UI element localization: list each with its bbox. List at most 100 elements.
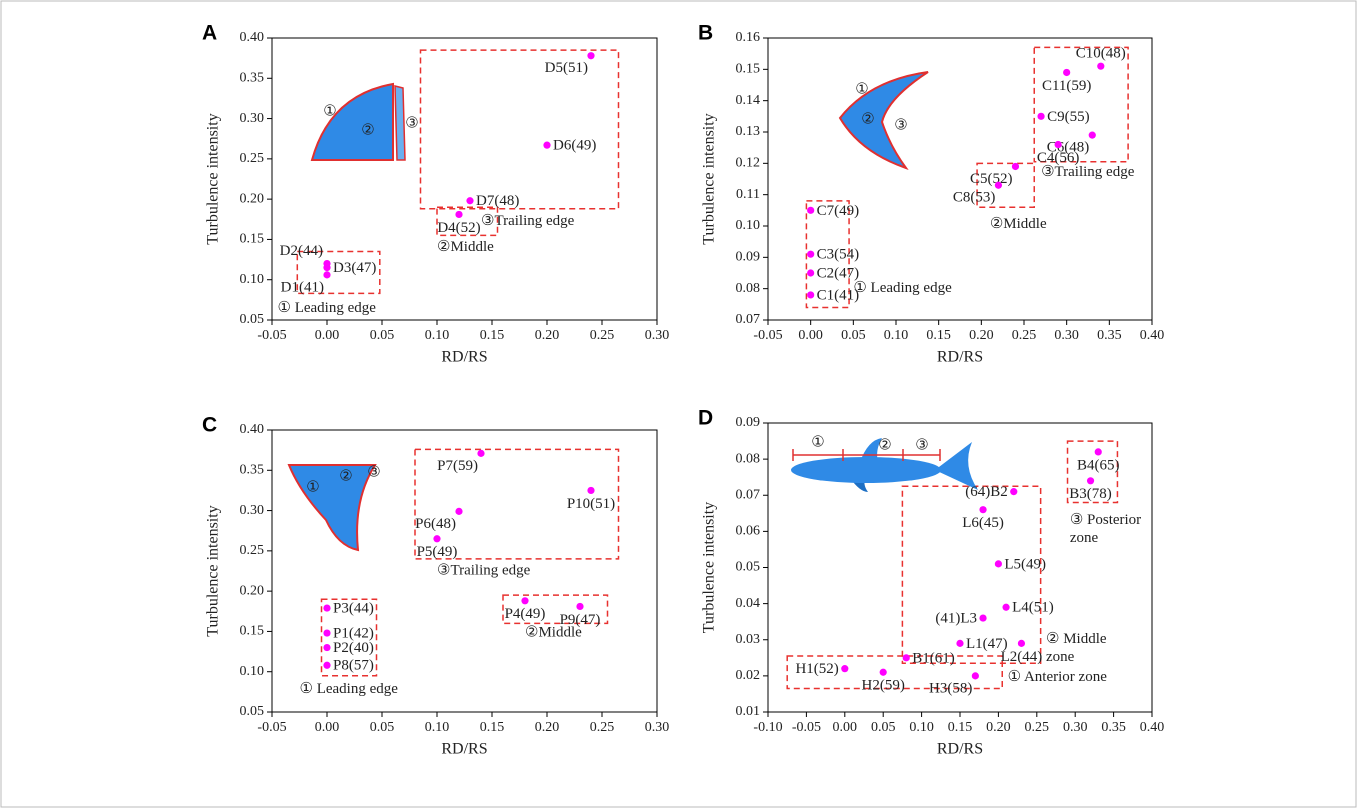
y-tick-label: 0.03 — [736, 632, 761, 647]
x-tick-label: 0.05 — [370, 328, 395, 343]
point-label: D1(41) — [281, 279, 324, 295]
point-label: L6(45) — [962, 515, 1004, 531]
point-label: C10(48) — [1076, 46, 1126, 62]
panel-letter: A — [202, 22, 217, 45]
x-tick-label: 0.15 — [480, 720, 505, 735]
y-tick-label: 0.08 — [736, 281, 761, 296]
x-tick-label: 0.15 — [948, 720, 973, 735]
y-tick-label: 0.12 — [736, 156, 761, 171]
point — [956, 639, 964, 647]
region-annotation: ① Leading edge — [278, 300, 377, 316]
y-tick-label: 0.02 — [736, 668, 761, 683]
point-label: D7(48) — [476, 193, 519, 209]
x-tick-label: 0.30 — [645, 328, 670, 343]
point — [587, 52, 595, 60]
point-label: (64)B2 — [965, 484, 1008, 500]
point-label: C11(59) — [1042, 78, 1091, 94]
y-axis-label: Turbulence intensity — [205, 113, 222, 244]
y-tick-label: 0.10 — [240, 664, 265, 679]
diagram-label: ① — [306, 479, 319, 495]
region-annotation: zone — [1046, 649, 1075, 665]
x-tick-label: -0.05 — [753, 328, 782, 343]
point — [323, 604, 331, 612]
point — [576, 602, 584, 611]
y-tick-label: 0.07 — [736, 487, 761, 502]
x-tick-label: 0.35 — [1097, 328, 1122, 343]
region-box — [1033, 46, 1129, 163]
point-label: L1(47) — [966, 636, 1008, 652]
point-label: C3(54) — [817, 247, 860, 263]
point-label: P4(49) — [505, 606, 546, 622]
x-tick-label: 0.00 — [798, 328, 823, 343]
point-label: H2(59) — [862, 678, 905, 694]
diagram-label: ③ — [915, 437, 928, 453]
y-tick-label: 0.09 — [736, 415, 761, 430]
region-annotation: ① Leading edge — [853, 280, 952, 296]
x-tick-label: 0.25 — [590, 328, 615, 343]
y-tick-label: 0.35 — [240, 463, 265, 478]
y-tick-label: 0.05 — [240, 312, 265, 327]
point — [1011, 162, 1020, 171]
y-axis-label: Turbulence intensity — [701, 502, 718, 633]
point-label: L5(49) — [1004, 556, 1046, 572]
region-box — [901, 485, 1042, 664]
point-label: P8(57) — [333, 658, 374, 674]
point-label: P1(42) — [333, 625, 374, 641]
point — [466, 197, 474, 205]
diagram-label: ② — [361, 122, 374, 138]
point — [323, 629, 331, 637]
point — [1097, 62, 1105, 70]
point — [841, 665, 849, 673]
x-tick-label: 0.05 — [871, 720, 896, 735]
region-annotation: ③Trailing edge — [481, 213, 575, 229]
x-tick-label: 0.25 — [590, 720, 615, 735]
x-tick-label: 0.20 — [535, 328, 560, 343]
point — [807, 291, 815, 299]
fin-illustration — [310, 82, 394, 161]
point-label: (41)L3 — [935, 611, 977, 627]
x-tick-label: -0.05 — [257, 328, 286, 343]
point — [323, 264, 331, 272]
region-box — [502, 594, 609, 625]
y-tick-label: 0.06 — [736, 524, 761, 539]
diagram-label: ③ — [894, 117, 907, 133]
region-annotation: ② Middle — [1046, 631, 1107, 647]
point — [1063, 68, 1071, 77]
point — [1054, 140, 1062, 149]
x-tick-label: 0.00 — [833, 720, 858, 735]
point-label: H3(58) — [929, 680, 972, 696]
point-label: H1(52) — [795, 661, 838, 677]
y-tick-label: 0.30 — [240, 111, 265, 126]
x-tick-label: 0.10 — [425, 328, 450, 343]
x-tick-label: -0.05 — [792, 720, 821, 735]
y-tick-label: 0.35 — [240, 71, 265, 86]
diagram-label: ② — [878, 437, 891, 453]
region-annotation: ③ Posterior — [1070, 512, 1141, 528]
point — [807, 250, 815, 258]
region-annotation: ③Trailing edge — [1041, 164, 1135, 180]
point — [323, 661, 331, 669]
y-tick-label: 0.08 — [736, 451, 761, 466]
x-tick-label: 0.20 — [986, 720, 1011, 735]
x-axis-label: RD/RS — [937, 741, 983, 758]
point — [521, 597, 529, 605]
point — [1010, 488, 1018, 496]
point-label: B1(61) — [912, 650, 955, 666]
x-tick-label: -0.10 — [753, 720, 782, 735]
point-label: C9(55) — [1047, 109, 1090, 125]
point — [587, 486, 595, 495]
diagram-label: ② — [861, 111, 874, 127]
x-tick-label: 0.10 — [884, 328, 909, 343]
plot-frame — [767, 37, 1153, 321]
x-tick-label: 0.20 — [969, 328, 994, 343]
y-tick-label: 0.10 — [240, 272, 265, 287]
x-tick-label: -0.05 — [257, 720, 286, 735]
point — [979, 614, 987, 622]
x-tick-label: 0.35 — [1101, 720, 1126, 735]
point — [455, 507, 463, 515]
region-box — [320, 598, 378, 677]
panel-letter: B — [698, 22, 713, 45]
diagram-label: ③ — [367, 464, 380, 480]
